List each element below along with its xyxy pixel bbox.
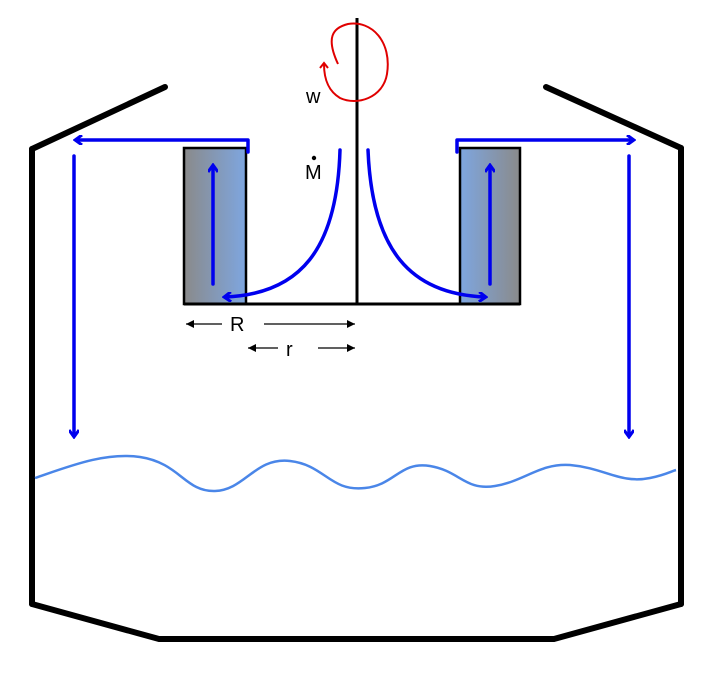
rotation-arrow	[319, 22, 389, 102]
rotor	[182, 18, 522, 306]
inlet-flow-left	[225, 148, 342, 297]
liquid-surface-wave	[34, 454, 677, 493]
mass-flow-label: M	[305, 162, 322, 184]
vessel-right-lid	[543, 84, 684, 151]
overflow-lip-left	[76, 140, 250, 154]
vessel-left-lid	[29, 84, 168, 152]
vessel-outline	[29, 84, 684, 642]
vessel-bottom	[29, 601, 684, 642]
overflow-lip-right	[455, 140, 633, 154]
inlet-flow-right	[366, 148, 485, 297]
flow-arrows	[74, 140, 633, 436]
mass-flow-indicator: M	[305, 155, 322, 184]
outer-radius-label: R	[230, 314, 244, 336]
omega-label: w	[305, 86, 321, 108]
rotor-left-chamber	[182, 146, 248, 306]
dimension-marks: R r	[186, 314, 355, 361]
rotation-indicator: w	[305, 22, 389, 108]
mass-flow-dot	[311, 155, 317, 161]
inner-radius-label: r	[286, 339, 293, 361]
